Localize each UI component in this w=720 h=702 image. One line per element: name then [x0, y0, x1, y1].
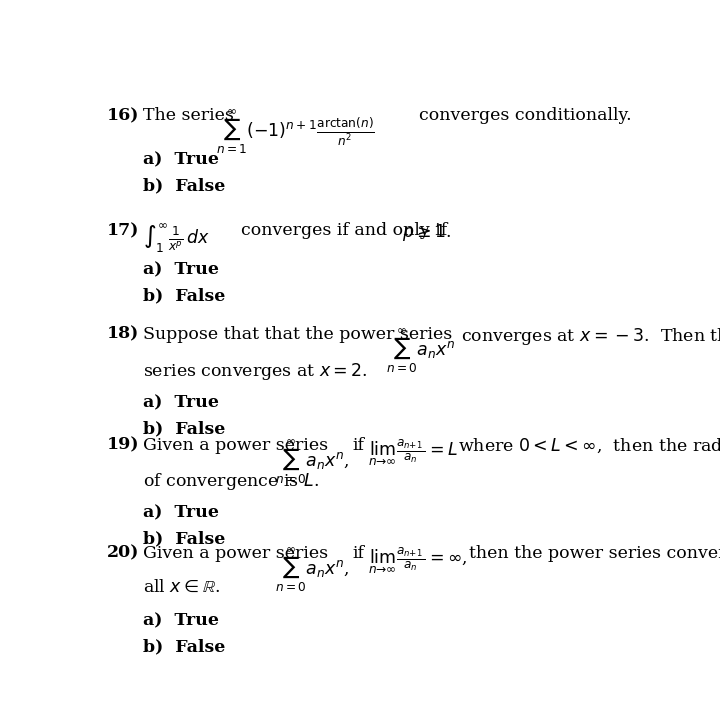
- Text: all $x \in \mathbb{R}$.: all $x \in \mathbb{R}$.: [143, 579, 220, 596]
- Text: $\sum_{n=1}^{\infty}(-1)^{n+1}\frac{\arctan(n)}{n^2}$: $\sum_{n=1}^{\infty}(-1)^{n+1}\frac{\arc…: [215, 107, 374, 156]
- Text: 19): 19): [107, 437, 139, 453]
- Text: where $0 < L < \infty$,  then the radius: where $0 < L < \infty$, then the radius: [459, 437, 720, 455]
- Text: $\sum_{n=0}^{\infty} a_n x^n$: $\sum_{n=0}^{\infty} a_n x^n$: [386, 326, 455, 375]
- Text: b)  False: b) False: [143, 288, 225, 305]
- Text: $\sum_{n=0}^{\infty} a_n x^n$,: $\sum_{n=0}^{\infty} a_n x^n$,: [275, 437, 349, 486]
- Text: b)  False: b) False: [143, 638, 225, 655]
- Text: converges if and only if: converges if and only if: [240, 222, 447, 239]
- Text: 18): 18): [107, 326, 139, 343]
- Text: a)  True: a) True: [143, 504, 219, 522]
- Text: then the power series converges for: then the power series converges for: [469, 545, 720, 562]
- Text: a)  True: a) True: [143, 612, 219, 630]
- Text: b)  False: b) False: [143, 530, 225, 547]
- Text: $\int_1^{\infty}\frac{1}{x^p}\,dx$: $\int_1^{\infty}\frac{1}{x^p}\,dx$: [143, 222, 210, 256]
- Text: The series: The series: [143, 107, 234, 124]
- Text: b)  False: b) False: [143, 177, 225, 194]
- Text: a)  True: a) True: [143, 395, 219, 411]
- Text: converges at $x = -3$.  Then the power: converges at $x = -3$. Then the power: [461, 326, 720, 347]
- Text: a)  True: a) True: [143, 151, 219, 168]
- Text: Given a power series: Given a power series: [143, 437, 328, 453]
- Text: if: if: [352, 437, 364, 453]
- Text: 20): 20): [107, 545, 139, 562]
- Text: of convergence is $L$.: of convergence is $L$.: [143, 471, 319, 491]
- Text: $\sum_{n=0}^{\infty} a_n x^n$,: $\sum_{n=0}^{\infty} a_n x^n$,: [275, 545, 349, 594]
- Text: converges conditionally.: converges conditionally.: [419, 107, 632, 124]
- Text: series converges at $x = 2$.: series converges at $x = 2$.: [143, 361, 368, 382]
- Text: $\lim_{n\to\infty}\frac{a_{n+1}}{a_n} = \infty$,: $\lim_{n\to\infty}\frac{a_{n+1}}{a_n} = …: [368, 545, 467, 576]
- Text: Suppose that that the power series: Suppose that that the power series: [143, 326, 452, 343]
- Text: $p \geq 1$.: $p \geq 1$.: [402, 222, 452, 243]
- Text: Given a power series: Given a power series: [143, 545, 328, 562]
- Text: $\lim_{n\to\infty}\frac{a_{n+1}}{a_n} = L$: $\lim_{n\to\infty}\frac{a_{n+1}}{a_n} = …: [368, 437, 458, 468]
- Text: a)  True: a) True: [143, 262, 219, 279]
- Text: 17): 17): [107, 222, 139, 239]
- Text: 16): 16): [107, 107, 139, 124]
- Text: if: if: [352, 545, 364, 562]
- Text: b)  False: b) False: [143, 420, 225, 437]
